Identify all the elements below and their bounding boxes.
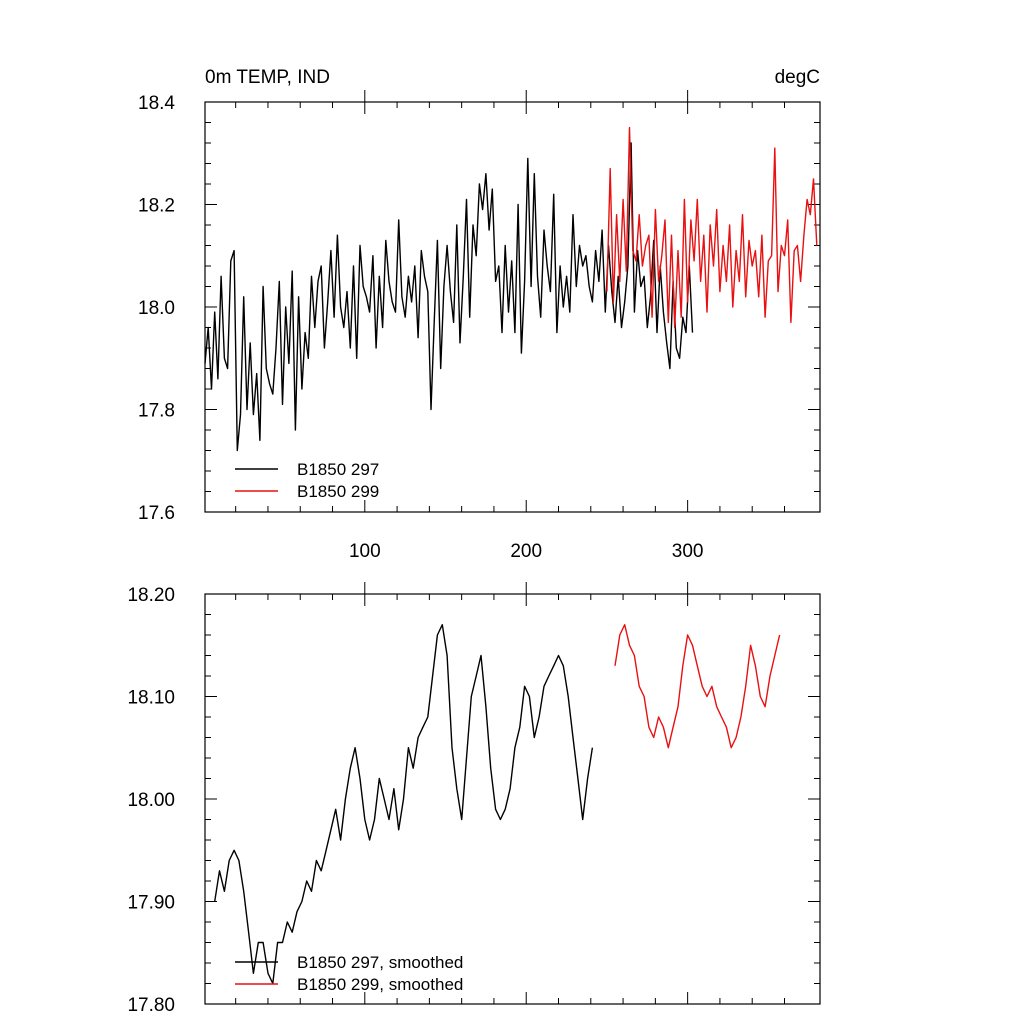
y-tick-label: 17.80: [127, 995, 175, 1016]
legend-label: B1850 299, smoothed: [297, 975, 463, 994]
top-panel-frame: [204, 101, 821, 513]
series-line-2: [614, 624, 781, 749]
top-panel-title: 0m TEMP, IND: [205, 67, 330, 88]
legend-label: B1850 297: [297, 460, 379, 479]
top-panel: 0m TEMP, IND degC 100 200 30017.617.818.01…: [138, 67, 821, 562]
series-line-1: [214, 624, 594, 985]
y-tick-label: 18.10: [127, 688, 175, 709]
bottom-panel-legend: B1850 297, smoothed B1850 299, smoothed: [235, 953, 463, 994]
top-panel-units: degC: [775, 67, 820, 88]
y-tick-label: 17.6: [138, 503, 175, 524]
y-tick-label: 18.2: [138, 196, 175, 217]
y-tick-label: 17.90: [127, 893, 175, 914]
legend-label: B1850 299: [297, 482, 379, 501]
y-tick-label: 17.8: [138, 401, 175, 422]
y-tick-label: 18.4: [138, 93, 175, 114]
bottom-panel-frame: [204, 593, 821, 1005]
y-tick-label: 18.0: [138, 298, 175, 319]
series-line-1: [204, 142, 694, 452]
bottom-panel: 17.80 17.90 18.00 18.10 18.20 B1850 297, smo…: [127, 582, 821, 1016]
x-tick-label: 300: [672, 541, 704, 562]
series-line-2: [606, 126, 818, 329]
top-panel-legend: B1850 297 B1850 299: [235, 460, 379, 501]
legend-label: B1850 297, smoothed: [297, 953, 463, 972]
y-tick-label: 18.20: [127, 585, 175, 606]
top-panel-series: [204, 126, 818, 452]
x-tick-label: 200: [510, 541, 542, 562]
top-panel-ticks: 100 200 300 17.6 17.8 18.0 18.2 18.4: [138, 90, 820, 562]
bottom-panel-series: [214, 624, 781, 985]
y-tick-label: 18.00: [127, 790, 175, 811]
x-tick-label: 100: [349, 541, 381, 562]
